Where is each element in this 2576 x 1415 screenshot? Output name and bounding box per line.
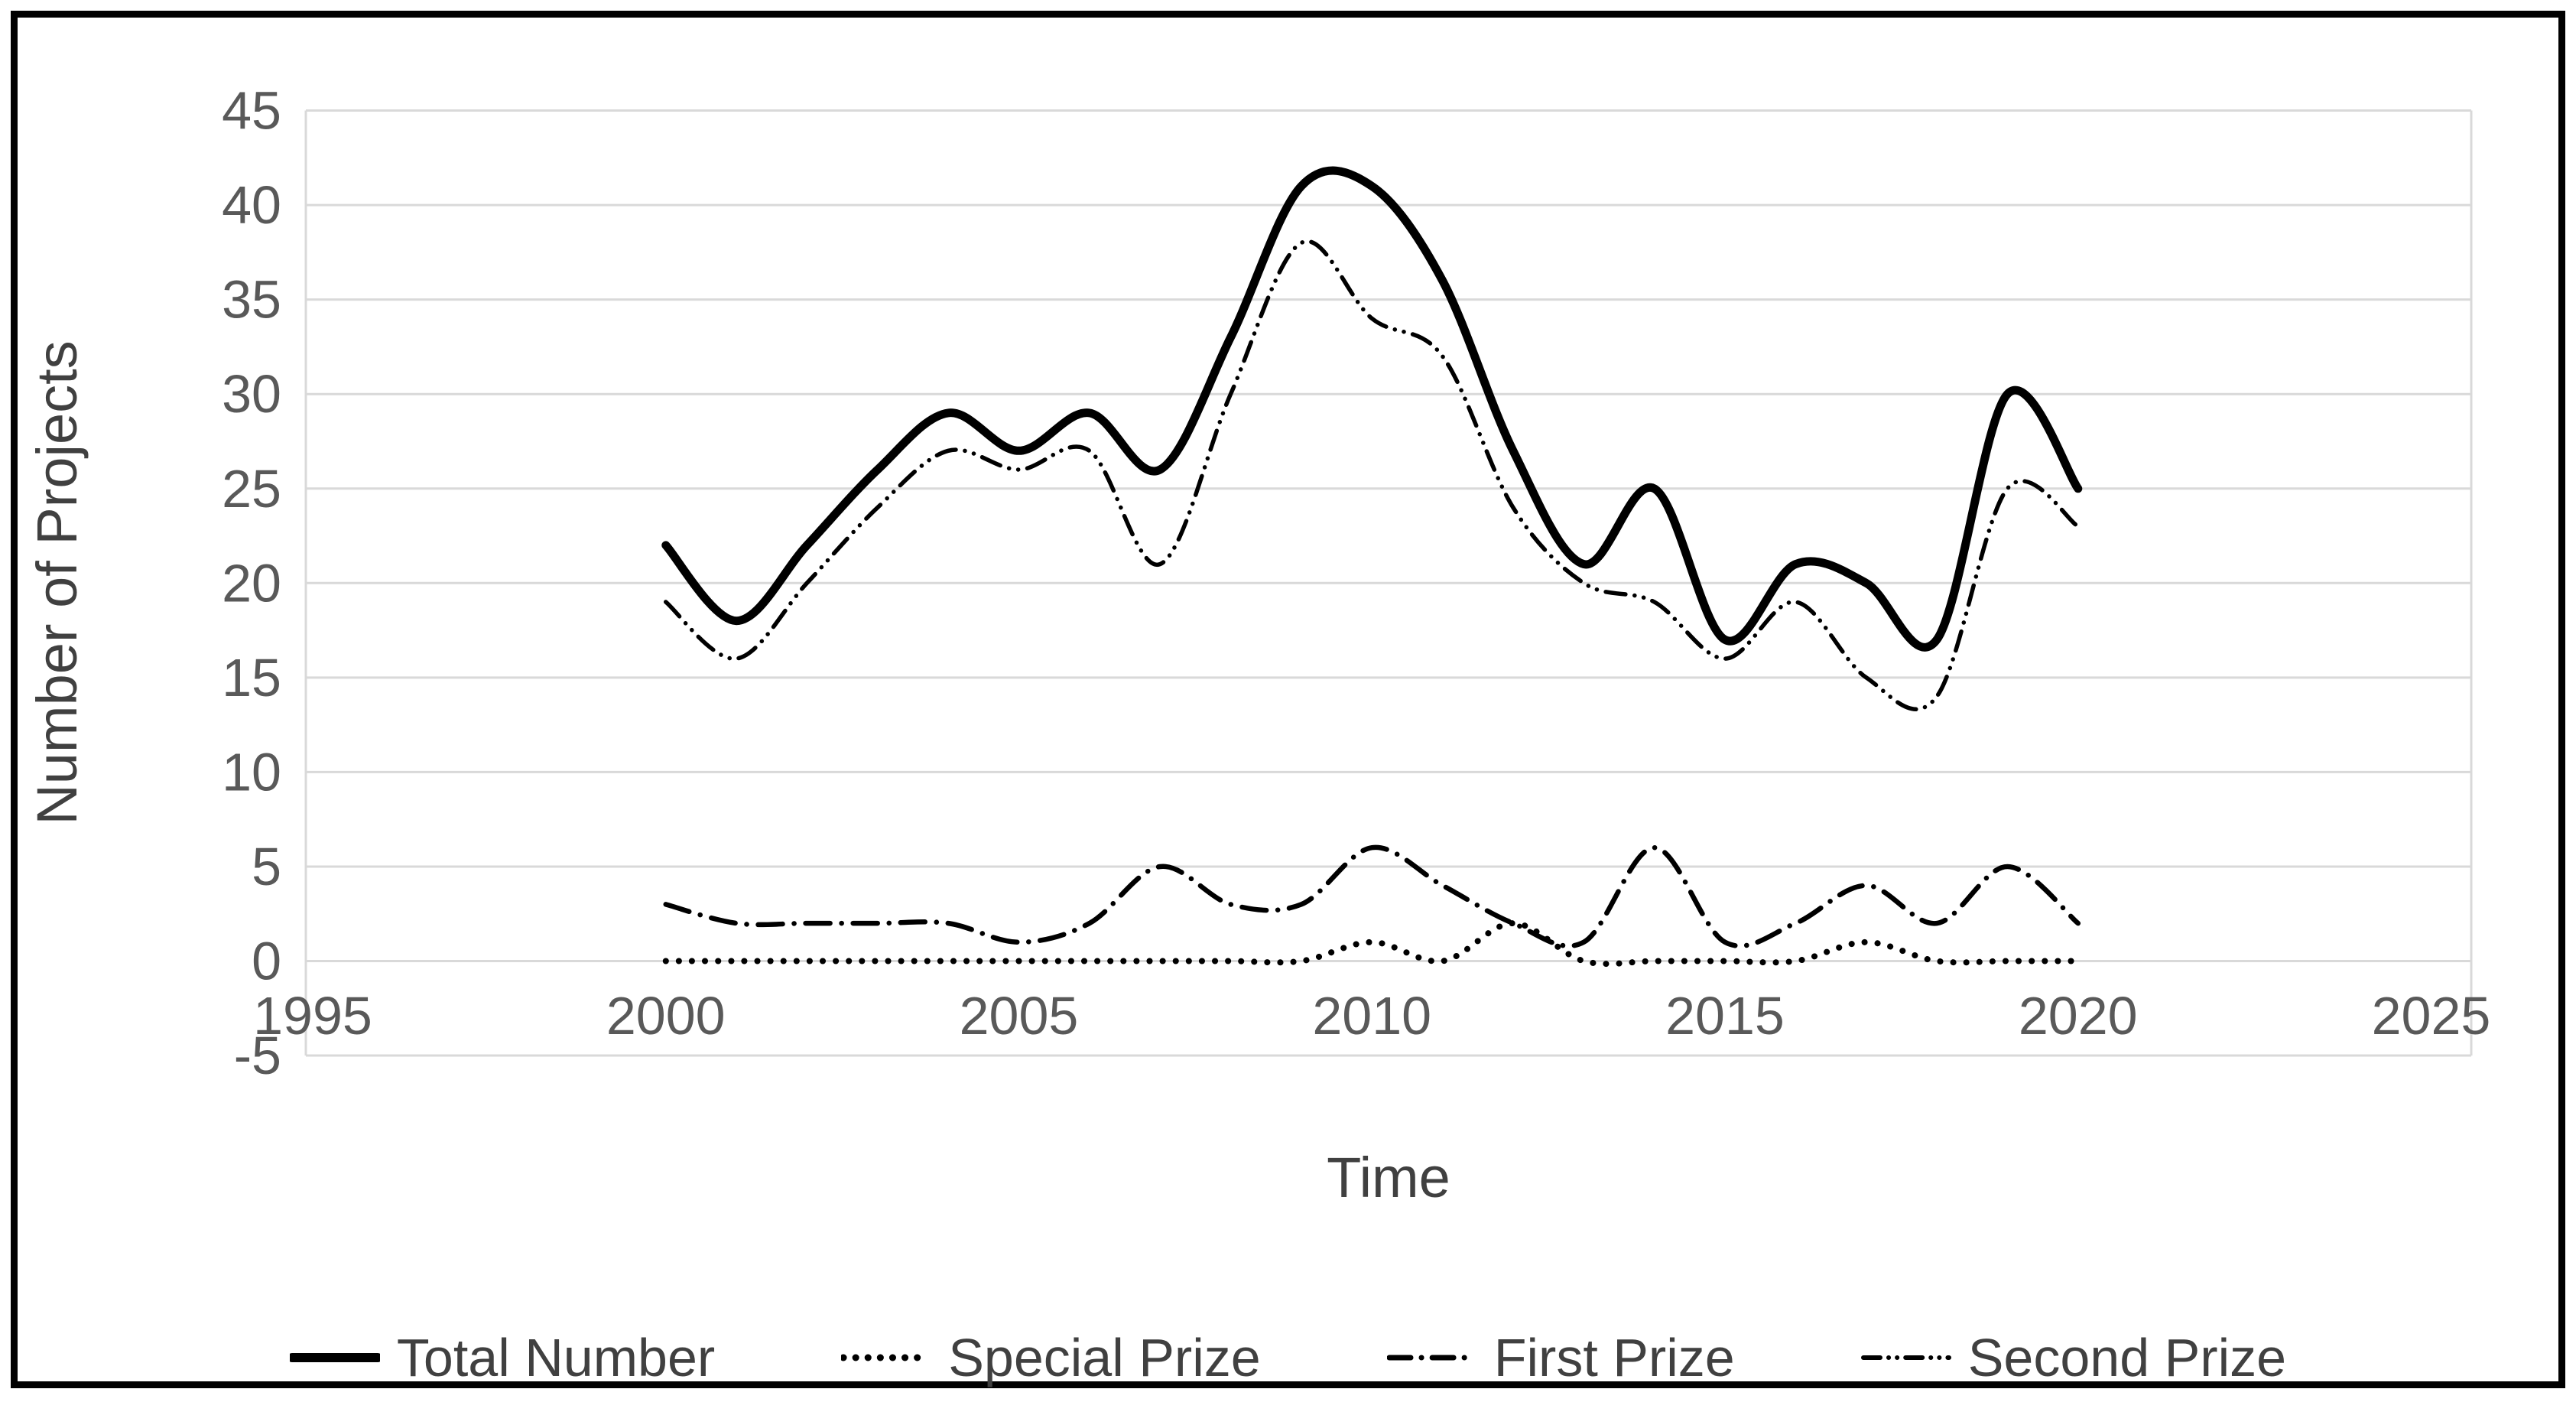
y-tick-label: 15 [222, 648, 281, 708]
y-tick-label: 25 [222, 459, 281, 519]
data-series-lines [661, 166, 2083, 968]
y-tick-label: 0 [252, 932, 281, 991]
y-tick-label: -5 [234, 1026, 281, 1085]
x-axis-title: Time [1327, 1146, 1450, 1209]
x-tick-label: 2005 [960, 986, 1079, 1046]
gridlines [304, 109, 2473, 1057]
legend-item-total-number: Total Number [289, 1327, 716, 1388]
legend-line-sample-icon [289, 1353, 380, 1362]
legend-line-sample-icon [1386, 1355, 1477, 1361]
legend-label: Second Prize [1967, 1328, 2287, 1387]
y-axis-tick-labels: 45 40 35 30 25 20 15 10 5 0 -5 [222, 81, 281, 1086]
series-line-first-prize [663, 844, 2081, 948]
legend-item-first-prize: First Prize [1386, 1327, 1735, 1388]
legend-label: Total Number [396, 1328, 716, 1387]
legend-line-sample-icon [841, 1354, 932, 1361]
y-tick-label: 45 [222, 81, 281, 141]
legend-label: First Prize [1493, 1328, 1735, 1387]
y-axis-title: Number of Projects [25, 340, 89, 825]
series-line-total-number [661, 166, 2083, 652]
chart-legend: Total Number Special Prize First Prize Seco… [0, 1300, 2576, 1415]
y-tick-label: 40 [222, 175, 281, 235]
legend-line-sample-icon [1860, 1355, 1951, 1360]
x-tick-label: 2000 [606, 986, 726, 1046]
x-tick-label: 2025 [2372, 986, 2491, 1046]
x-tick-label: 2020 [2019, 986, 2138, 1046]
legend-item-second-prize: Second Prize [1860, 1327, 2287, 1388]
x-tick-label: 1995 [253, 986, 372, 1046]
series-line-second-prize [664, 239, 2081, 711]
x-tick-label: 2010 [1312, 986, 1431, 1046]
y-tick-label: 30 [222, 364, 281, 424]
series-line-special-prize [662, 920, 2081, 968]
y-tick-label: 20 [222, 553, 281, 613]
y-tick-label: 10 [222, 742, 281, 802]
legend-item-special-prize: Special Prize [841, 1327, 1261, 1388]
x-tick-label: 2015 [1665, 986, 1785, 1046]
y-tick-label: 35 [222, 270, 281, 330]
chart-outer-border [11, 11, 2565, 1388]
y-tick-label: 5 [252, 837, 281, 896]
legend-label: Special Prize [948, 1328, 1261, 1387]
x-axis-tick-labels: 1995 2000 2005 2010 2015 2020 2025 [253, 986, 2490, 1046]
